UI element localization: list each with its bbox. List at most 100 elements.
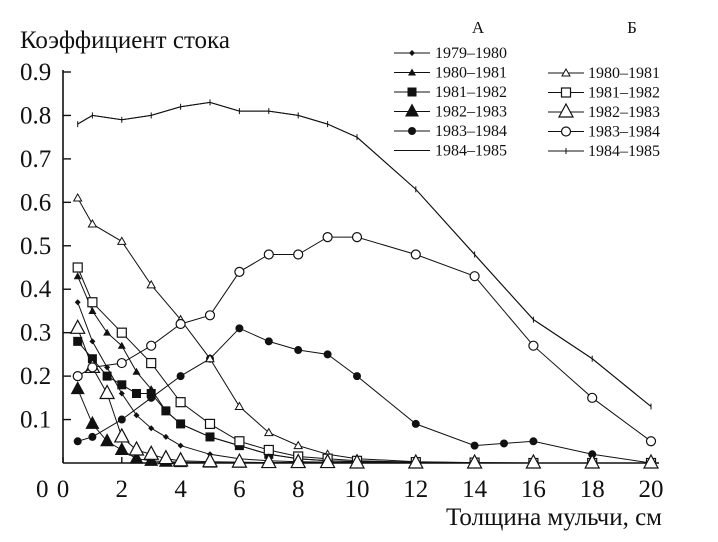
- data-point: [117, 380, 127, 390]
- data-point: [146, 340, 157, 351]
- legend-marker: [557, 102, 575, 118]
- legend-label: 1983–1984: [588, 124, 660, 141]
- data-point: [162, 433, 169, 440]
- legend-entry: 1980–1981: [548, 65, 660, 82]
- y-tick-label: 0.3: [20, 320, 51, 347]
- data-point: [319, 453, 336, 469]
- data-point: [234, 266, 245, 277]
- series-line: [77, 236, 652, 442]
- legend-entry: 1984–1985: [548, 143, 660, 160]
- legend-entry: 1982–1983: [548, 102, 660, 121]
- data-point: [470, 441, 479, 450]
- y-tick-label: 0.4: [20, 276, 52, 303]
- legend-label: 1982–1983: [435, 104, 507, 121]
- data-point: [234, 401, 245, 411]
- series-layer: [69, 99, 660, 469]
- legend: А Б 1979–1980 1980–1981 1981–1982 1982–1983 19…: [394, 18, 660, 160]
- series-А-1984–1985: [77, 101, 652, 407]
- legend-label: 1981–1982: [435, 84, 507, 101]
- data-point: [73, 336, 83, 346]
- data-point: [116, 357, 127, 369]
- x-tick-label: 4: [174, 476, 187, 503]
- data-point: [143, 445, 160, 460]
- legend-entry: 1981–1982: [548, 85, 660, 102]
- series-line: [77, 101, 652, 407]
- data-point: [72, 262, 83, 273]
- data-point: [117, 415, 126, 424]
- legend-marker: [560, 126, 572, 137]
- data-point: [147, 393, 156, 402]
- data-point: [116, 327, 127, 338]
- series-А-1980–1981: [73, 272, 655, 466]
- data-point: [323, 350, 332, 359]
- data-point: [351, 231, 363, 243]
- data-point: [175, 318, 186, 330]
- data-point: [114, 441, 129, 455]
- data-point: [85, 415, 100, 429]
- x-tick-label: 18: [580, 476, 605, 503]
- y-tick-label: 0.8: [20, 102, 51, 129]
- data-point: [205, 353, 215, 363]
- x-tick-label: 6: [233, 476, 246, 503]
- data-point: [161, 406, 171, 416]
- data-point: [201, 452, 219, 468]
- data-point: [294, 346, 303, 355]
- data-point: [176, 419, 186, 429]
- x-tick-label: 20: [639, 476, 664, 503]
- data-point: [116, 236, 127, 245]
- x-tick-label: 8: [292, 476, 305, 503]
- legend-entry: 1980–1981: [394, 65, 507, 82]
- data-point: [113, 427, 130, 443]
- data-point: [89, 338, 96, 345]
- legend-label: 1984–1985: [435, 143, 507, 160]
- data-point: [322, 231, 333, 243]
- legend-label: 1983–1984: [435, 123, 507, 140]
- series-line: [77, 267, 651, 464]
- data-point: [117, 341, 126, 349]
- data-point: [87, 297, 98, 308]
- data-point: [260, 453, 277, 469]
- legend-entry: 1982–1983: [394, 103, 507, 121]
- legend-group-b-label: Б: [627, 18, 637, 37]
- data-point: [290, 453, 307, 469]
- series-Б-1981–1982: [72, 262, 657, 469]
- data-point: [205, 432, 215, 442]
- legend-marker: [407, 87, 417, 97]
- legend-label: 1980–1981: [435, 65, 507, 82]
- legend-marker: [408, 68, 416, 76]
- x-tick-label: 10: [345, 476, 370, 503]
- legend-marker: [561, 67, 571, 77]
- series-line: [77, 341, 651, 464]
- data-point: [128, 440, 145, 456]
- data-point: [235, 324, 244, 333]
- data-point: [118, 390, 125, 397]
- data-point: [204, 310, 216, 321]
- data-point: [348, 453, 366, 469]
- legend-label: 1979–1980: [435, 45, 507, 62]
- legend-entry: 1984–1985: [394, 143, 507, 160]
- data-point: [234, 436, 245, 447]
- series-line: [77, 388, 651, 464]
- data-point: [103, 328, 112, 336]
- series-line: [77, 276, 651, 464]
- y-tick-label: 0.9: [20, 59, 51, 86]
- x-tick-label: 12: [403, 476, 428, 503]
- data-point: [146, 357, 157, 369]
- data-point: [411, 419, 420, 428]
- data-point: [132, 367, 141, 375]
- y-tick-label: 0.6: [20, 189, 51, 216]
- legend-entry: 1983–1984: [394, 123, 507, 140]
- y-tick-label: 0.7: [20, 146, 51, 173]
- data-point: [69, 319, 86, 334]
- data-point: [353, 372, 361, 381]
- series-Б-1983–1984: [72, 231, 657, 447]
- series-line: [77, 327, 652, 464]
- legend-marker: [405, 103, 419, 117]
- data-point: [293, 249, 304, 260]
- origin-tick-label: 0: [36, 476, 49, 503]
- legend-label: 1982–1983: [588, 104, 660, 121]
- data-point: [129, 450, 144, 464]
- legend-entry: 1979–1980: [394, 45, 507, 62]
- series-Б-1984–1985: [77, 99, 652, 410]
- x-tick-label: 16: [521, 476, 546, 503]
